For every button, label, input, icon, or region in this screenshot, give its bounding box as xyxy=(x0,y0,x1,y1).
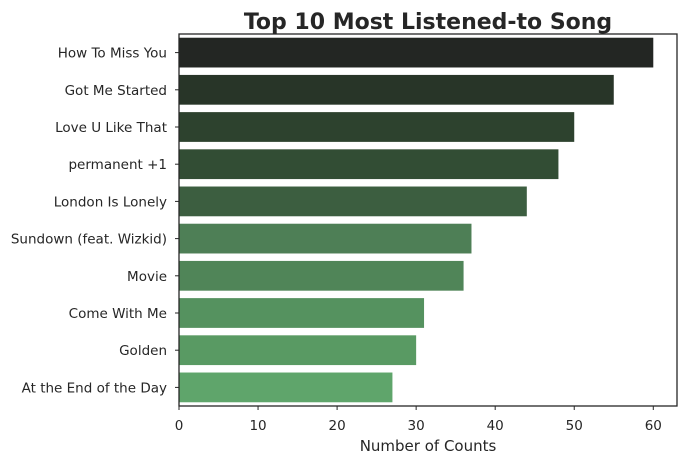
bar xyxy=(179,260,464,291)
bar xyxy=(179,74,614,105)
chart-title: Top 10 Most Listened-to Song xyxy=(244,10,612,35)
x-tick-label: 10 xyxy=(249,418,266,434)
bar xyxy=(179,335,417,366)
x-axis-label: Number of Counts xyxy=(360,437,497,455)
bar xyxy=(179,149,559,180)
plot-frame xyxy=(178,33,678,407)
bar xyxy=(179,372,393,403)
category-label: At the End of the Day xyxy=(22,380,167,396)
bar xyxy=(179,112,575,142)
x-tick-label: 0 xyxy=(175,418,184,434)
x-axis-ticks: 0 10 20 30 40 50 60 xyxy=(175,406,662,434)
category-label: Got Me Started xyxy=(65,83,167,99)
category-label: permanent +1 xyxy=(68,157,167,173)
bar xyxy=(179,186,527,217)
bars-group xyxy=(179,37,654,403)
bar xyxy=(179,223,472,254)
bar xyxy=(179,298,425,328)
category-label: Love U Like That xyxy=(55,120,167,136)
x-tick-label: 30 xyxy=(408,418,425,434)
x-tick-label: 50 xyxy=(566,418,583,434)
category-label: Golden xyxy=(119,343,167,359)
bar xyxy=(179,37,654,68)
category-label: London Is Lonely xyxy=(54,194,167,210)
category-label: Come With Me xyxy=(69,306,167,322)
category-label: How To Miss You xyxy=(58,46,167,62)
category-label: Sundown (feat. Wizkid) xyxy=(11,232,167,248)
x-tick-label: 60 xyxy=(645,418,662,434)
x-tick-label: 20 xyxy=(329,418,346,434)
category-label: Movie xyxy=(127,269,167,285)
category-labels: How To Miss You Got Me Started Love U Like… xyxy=(11,46,179,396)
x-tick-label: 40 xyxy=(487,418,504,434)
